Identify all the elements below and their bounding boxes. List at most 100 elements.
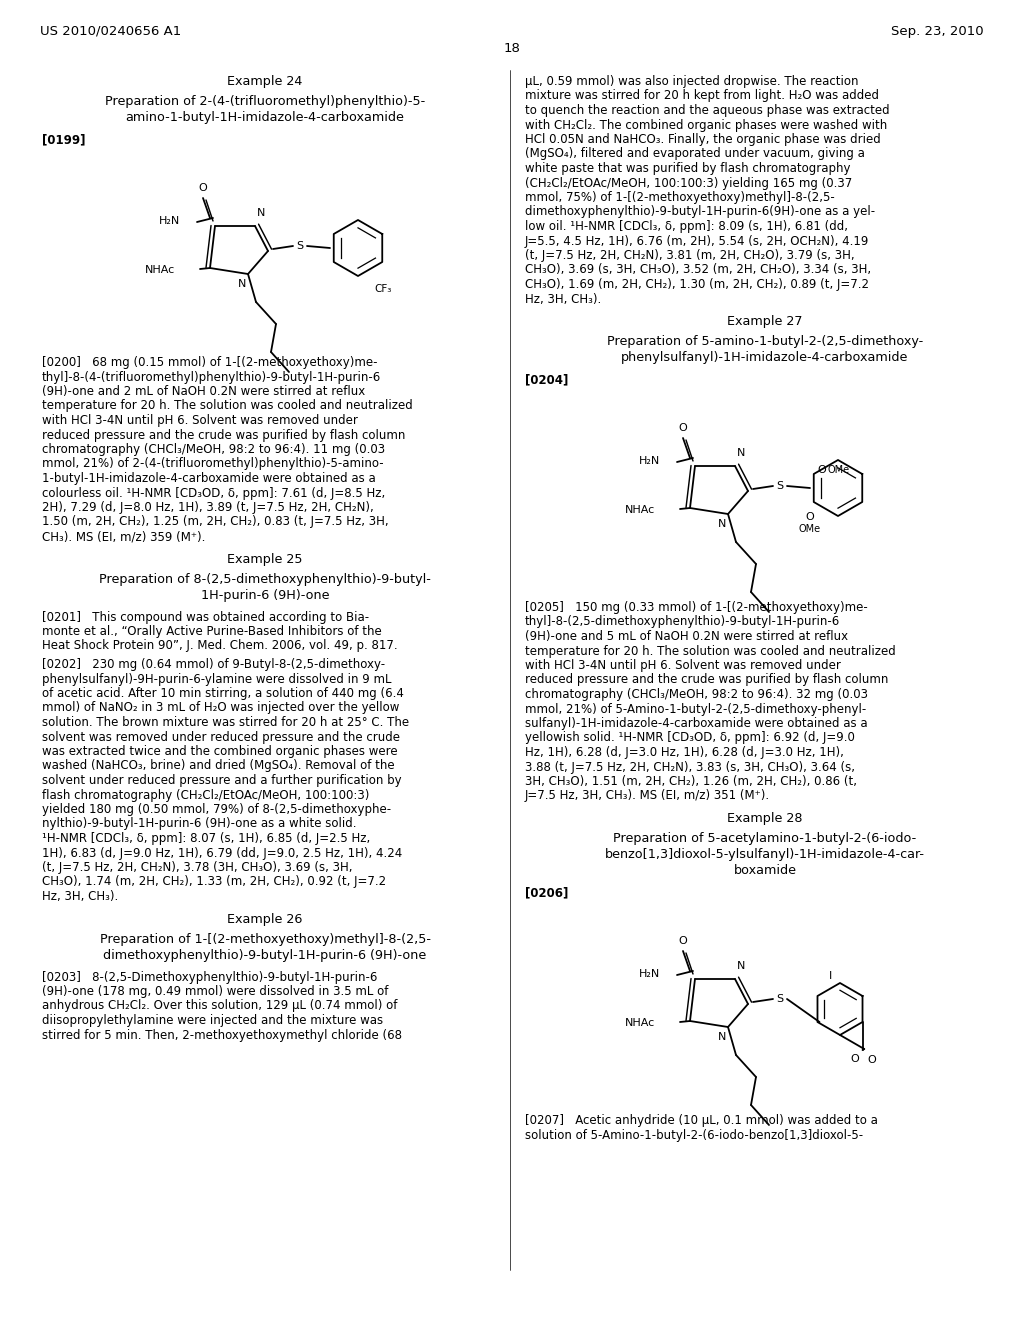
Text: Hz, 3H, CH₃).: Hz, 3H, CH₃).: [525, 293, 601, 305]
Text: O: O: [818, 465, 826, 475]
Text: benzo[1,3]dioxol-5-ylsulfanyl)-1H-imidazole-4-car-: benzo[1,3]dioxol-5-ylsulfanyl)-1H-imidaz…: [605, 847, 925, 861]
Text: 1.50 (m, 2H, CH₂), 1.25 (m, 2H, CH₂), 0.83 (t, J=7.5 Hz, 3H,: 1.50 (m, 2H, CH₂), 1.25 (m, 2H, CH₂), 0.…: [42, 516, 389, 528]
Text: 1H), 6.83 (d, J=9.0 Hz, 1H), 6.79 (dd, J=9.0, 2.5 Hz, 1H), 4.24: 1H), 6.83 (d, J=9.0 Hz, 1H), 6.79 (dd, J…: [42, 846, 402, 859]
Text: Preparation of 1-[(2-methoxyethoxy)methyl]-8-(2,5-: Preparation of 1-[(2-methoxyethoxy)methy…: [99, 932, 430, 945]
Text: J=7.5 Hz, 3H, CH₃). MS (EI, m/z) 351 (M⁺).: J=7.5 Hz, 3H, CH₃). MS (EI, m/z) 351 (M⁺…: [525, 789, 770, 803]
Text: dimethoxyphenylthio)-9-butyl-1H-purin-6 (9H)-one: dimethoxyphenylthio)-9-butyl-1H-purin-6 …: [103, 949, 427, 961]
Text: phenylsulfanyl)-9H-purin-6-ylamine were dissolved in 9 mL: phenylsulfanyl)-9H-purin-6-ylamine were …: [42, 672, 391, 685]
Text: HCl 0.05N and NaHCO₃. Finally, the organic phase was dried: HCl 0.05N and NaHCO₃. Finally, the organ…: [525, 133, 881, 147]
Text: O: O: [199, 183, 208, 193]
Text: mmol, 21%) of 2-(4-(trifluoromethyl)phenylthio)-5-amino-: mmol, 21%) of 2-(4-(trifluoromethyl)phen…: [42, 458, 384, 470]
Text: OMe: OMe: [799, 524, 821, 535]
Text: solvent under reduced pressure and a further purification by: solvent under reduced pressure and a fur…: [42, 774, 401, 787]
Text: diisopropylethylamine were injected and the mixture was: diisopropylethylamine were injected and …: [42, 1014, 383, 1027]
Text: 1-butyl-1H-imidazole-4-carboxamide were obtained as a: 1-butyl-1H-imidazole-4-carboxamide were …: [42, 473, 376, 484]
Text: mixture was stirred for 20 h kept from light. H₂O was added: mixture was stirred for 20 h kept from l…: [525, 90, 879, 103]
Text: stirred for 5 min. Then, 2-methoxyethoxymethyl chloride (68: stirred for 5 min. Then, 2-methoxyethoxy…: [42, 1028, 402, 1041]
Text: [0200]   68 mg (0.15 mmol) of 1-[(2-methoxyethoxy)me-: [0200] 68 mg (0.15 mmol) of 1-[(2-methox…: [42, 356, 378, 370]
Text: (9H)-one and 5 mL of NaOH 0.2N were stirred at reflux: (9H)-one and 5 mL of NaOH 0.2N were stir…: [525, 630, 848, 643]
Text: (t, J=7.5 Hz, 2H, CH₂N), 3.81 (m, 2H, CH₂O), 3.79 (s, 3H,: (t, J=7.5 Hz, 2H, CH₂N), 3.81 (m, 2H, CH…: [525, 249, 855, 261]
Text: H₂N: H₂N: [159, 216, 180, 226]
Text: was extracted twice and the combined organic phases were: was extracted twice and the combined org…: [42, 744, 397, 758]
Text: mmol, 21%) of 5-Amino-1-butyl-2-(2,5-dimethoxy-phenyl-: mmol, 21%) of 5-Amino-1-butyl-2-(2,5-dim…: [525, 702, 866, 715]
Text: [0205]   150 mg (0.33 mmol) of 1-[(2-methoxyethoxy)me-: [0205] 150 mg (0.33 mmol) of 1-[(2-metho…: [525, 601, 867, 614]
Text: monte et al., “Orally Active Purine-Based Inhibitors of the: monte et al., “Orally Active Purine-Base…: [42, 624, 382, 638]
Text: Example 24: Example 24: [227, 75, 303, 88]
Text: S: S: [776, 480, 783, 491]
Text: US 2010/0240656 A1: US 2010/0240656 A1: [40, 25, 181, 38]
Text: (9H)-one (178 mg, 0.49 mmol) were dissolved in 3.5 mL of: (9H)-one (178 mg, 0.49 mmol) were dissol…: [42, 985, 388, 998]
Text: [0206]: [0206]: [525, 886, 568, 899]
Text: 2H), 7.29 (d, J=8.0 Hz, 1H), 3.89 (t, J=7.5 Hz, 2H, CH₂N),: 2H), 7.29 (d, J=8.0 Hz, 1H), 3.89 (t, J=…: [42, 502, 374, 513]
Text: 3H, CH₃O), 1.51 (m, 2H, CH₂), 1.26 (m, 2H, CH₂), 0.86 (t,: 3H, CH₃O), 1.51 (m, 2H, CH₂), 1.26 (m, 2…: [525, 775, 857, 788]
Text: 1H-purin-6 (9H)-one: 1H-purin-6 (9H)-one: [201, 589, 330, 602]
Text: sulfanyl)-1H-imidazole-4-carboxamide were obtained as a: sulfanyl)-1H-imidazole-4-carboxamide wer…: [525, 717, 867, 730]
Text: Sep. 23, 2010: Sep. 23, 2010: [891, 25, 984, 38]
Text: Heat Shock Protein 90”, J. Med. Chem. 2006, vol. 49, p. 817.: Heat Shock Protein 90”, J. Med. Chem. 20…: [42, 639, 397, 652]
Text: temperature for 20 h. The solution was cooled and neutralized: temperature for 20 h. The solution was c…: [42, 400, 413, 412]
Text: low oil. ¹H-NMR [CDCl₃, δ, ppm]: 8.09 (s, 1H), 6.81 (dd,: low oil. ¹H-NMR [CDCl₃, δ, ppm]: 8.09 (s…: [525, 220, 848, 234]
Text: reduced pressure and the crude was purified by flash column: reduced pressure and the crude was purif…: [42, 429, 406, 441]
Text: chromatography (CHCl₃/MeOH, 98:2 to 96:4). 11 mg (0.03: chromatography (CHCl₃/MeOH, 98:2 to 96:4…: [42, 444, 385, 455]
Text: Example 26: Example 26: [227, 912, 303, 925]
Text: O: O: [851, 1053, 859, 1064]
Text: mmol, 75%) of 1-[(2-methoxyethoxy)methyl]-8-(2,5-: mmol, 75%) of 1-[(2-methoxyethoxy)methyl…: [525, 191, 835, 205]
Text: I: I: [829, 972, 833, 982]
Text: anhydrous CH₂Cl₂. Over this solution, 129 μL (0.74 mmol) of: anhydrous CH₂Cl₂. Over this solution, 12…: [42, 999, 397, 1012]
Text: with HCl 3-4N until pH 6. Solvent was removed under: with HCl 3-4N until pH 6. Solvent was re…: [525, 659, 841, 672]
Text: Preparation of 2-(4-(trifluoromethyl)phenylthio)-5-: Preparation of 2-(4-(trifluoromethyl)phe…: [104, 95, 425, 108]
Text: colourless oil. ¹H-NMR [CD₃OD, δ, ppm]: 7.61 (d, J=8.5 Hz,: colourless oil. ¹H-NMR [CD₃OD, δ, ppm]: …: [42, 487, 385, 499]
Text: N: N: [238, 279, 246, 289]
Text: NHAc: NHAc: [144, 265, 175, 275]
Text: [0201]   This compound was obtained according to Bia-: [0201] This compound was obtained accord…: [42, 610, 369, 623]
Text: Preparation of 8-(2,5-dimethoxyphenylthio)-9-butyl-: Preparation of 8-(2,5-dimethoxyphenylthi…: [99, 573, 431, 586]
Text: (MgSO₄), filtered and evaporated under vacuum, giving a: (MgSO₄), filtered and evaporated under v…: [525, 148, 865, 161]
Text: Preparation of 5-acetylamino-1-butyl-2-(6-iodo-: Preparation of 5-acetylamino-1-butyl-2-(…: [613, 832, 916, 845]
Text: OMe: OMe: [827, 465, 850, 475]
Text: μL, 0.59 mmol) was also injected dropwise. The reaction: μL, 0.59 mmol) was also injected dropwis…: [525, 75, 858, 88]
Text: with CH₂Cl₂. The combined organic phases were washed with: with CH₂Cl₂. The combined organic phases…: [525, 119, 887, 132]
Text: flash chromatography (CH₂Cl₂/EtOAc/MeOH, 100:100:3): flash chromatography (CH₂Cl₂/EtOAc/MeOH,…: [42, 788, 370, 801]
Text: N: N: [257, 209, 265, 218]
Text: 3.88 (t, J=7.5 Hz, 2H, CH₂N), 3.83 (s, 3H, CH₃O), 3.64 (s,: 3.88 (t, J=7.5 Hz, 2H, CH₂N), 3.83 (s, 3…: [525, 760, 855, 774]
Text: ¹H-NMR [CDCl₃, δ, ppm]: 8.07 (s, 1H), 6.85 (d, J=2.5 Hz,: ¹H-NMR [CDCl₃, δ, ppm]: 8.07 (s, 1H), 6.…: [42, 832, 371, 845]
Text: (9H)-one and 2 mL of NaOH 0.2N were stirred at reflux: (9H)-one and 2 mL of NaOH 0.2N were stir…: [42, 385, 366, 399]
Text: dimethoxyphenylthio)-9-butyl-1H-purin-6(9H)-one as a yel-: dimethoxyphenylthio)-9-butyl-1H-purin-6(…: [525, 206, 876, 219]
Text: N: N: [737, 447, 745, 458]
Text: S: S: [296, 242, 303, 251]
Text: Preparation of 5-amino-1-butyl-2-(2,5-dimethoxy-: Preparation of 5-amino-1-butyl-2-(2,5-di…: [607, 335, 923, 348]
Text: solution. The brown mixture was stirred for 20 h at 25° C. The: solution. The brown mixture was stirred …: [42, 715, 410, 729]
Text: Example 25: Example 25: [227, 553, 303, 565]
Text: Example 28: Example 28: [727, 812, 803, 825]
Text: CH₃O), 1.69 (m, 2H, CH₂), 1.30 (m, 2H, CH₂), 0.89 (t, J=7.2: CH₃O), 1.69 (m, 2H, CH₂), 1.30 (m, 2H, C…: [525, 279, 869, 290]
Text: solvent was removed under reduced pressure and the crude: solvent was removed under reduced pressu…: [42, 730, 400, 743]
Text: chromatography (CHCl₃/MeOH, 98:2 to 96:4). 32 mg (0.03: chromatography (CHCl₃/MeOH, 98:2 to 96:4…: [525, 688, 868, 701]
Text: [0202]   230 mg (0.64 mmol) of 9-Butyl-8-(2,5-dimethoxy-: [0202] 230 mg (0.64 mmol) of 9-Butyl-8-(…: [42, 657, 385, 671]
Text: N: N: [718, 519, 726, 529]
Text: CH₃). MS (EI, m/z) 359 (M⁺).: CH₃). MS (EI, m/z) 359 (M⁺).: [42, 531, 206, 543]
Text: H₂N: H₂N: [639, 969, 660, 979]
Text: to quench the reaction and the aqueous phase was extracted: to quench the reaction and the aqueous p…: [525, 104, 890, 117]
Text: solution of 5-Amino-1-butyl-2-(6-iodo-benzo[1,3]dioxol-5-: solution of 5-Amino-1-butyl-2-(6-iodo-be…: [525, 1129, 863, 1142]
Text: [0204]: [0204]: [525, 374, 568, 385]
Text: Hz, 1H), 6.28 (d, J=3.0 Hz, 1H), 6.28 (d, J=3.0 Hz, 1H),: Hz, 1H), 6.28 (d, J=3.0 Hz, 1H), 6.28 (d…: [525, 746, 844, 759]
Text: nylthio)-9-butyl-1H-purin-6 (9H)-one as a white solid.: nylthio)-9-butyl-1H-purin-6 (9H)-one as …: [42, 817, 356, 830]
Text: NHAc: NHAc: [625, 1018, 655, 1028]
Text: [0199]: [0199]: [42, 133, 85, 147]
Text: boxamide: boxamide: [733, 865, 797, 876]
Text: Hz, 3H, CH₃).: Hz, 3H, CH₃).: [42, 890, 118, 903]
Text: [0203]   8-(2,5-Dimethoxyphenylthio)-9-butyl-1H-purin-6: [0203] 8-(2,5-Dimethoxyphenylthio)-9-but…: [42, 970, 378, 983]
Text: (t, J=7.5 Hz, 2H, CH₂N), 3.78 (3H, CH₃O), 3.69 (s, 3H,: (t, J=7.5 Hz, 2H, CH₂N), 3.78 (3H, CH₃O)…: [42, 861, 352, 874]
Text: CH₃O), 1.74 (m, 2H, CH₂), 1.33 (m, 2H, CH₂), 0.92 (t, J=7.2: CH₃O), 1.74 (m, 2H, CH₂), 1.33 (m, 2H, C…: [42, 875, 386, 888]
Text: (CH₂Cl₂/EtOAc/MeOH, 100:100:3) yielding 165 mg (0.37: (CH₂Cl₂/EtOAc/MeOH, 100:100:3) yielding …: [525, 177, 852, 190]
Text: NHAc: NHAc: [625, 506, 655, 515]
Text: N: N: [718, 1032, 726, 1041]
Text: phenylsulfanyl)-1H-imidazole-4-carboxamide: phenylsulfanyl)-1H-imidazole-4-carboxami…: [622, 351, 908, 364]
Text: H₂N: H₂N: [639, 455, 660, 466]
Text: white paste that was purified by flash chromatography: white paste that was purified by flash c…: [525, 162, 851, 176]
Text: with HCl 3-4N until pH 6. Solvent was removed under: with HCl 3-4N until pH 6. Solvent was re…: [42, 414, 357, 426]
Text: CF₃: CF₃: [374, 284, 391, 294]
Text: J=5.5, 4.5 Hz, 1H), 6.76 (m, 2H), 5.54 (s, 2H, OCH₂N), 4.19: J=5.5, 4.5 Hz, 1H), 6.76 (m, 2H), 5.54 (…: [525, 235, 869, 248]
Text: CH₃O), 3.69 (s, 3H, CH₃O), 3.52 (m, 2H, CH₂O), 3.34 (s, 3H,: CH₃O), 3.69 (s, 3H, CH₃O), 3.52 (m, 2H, …: [525, 264, 871, 276]
Text: O: O: [679, 422, 687, 433]
